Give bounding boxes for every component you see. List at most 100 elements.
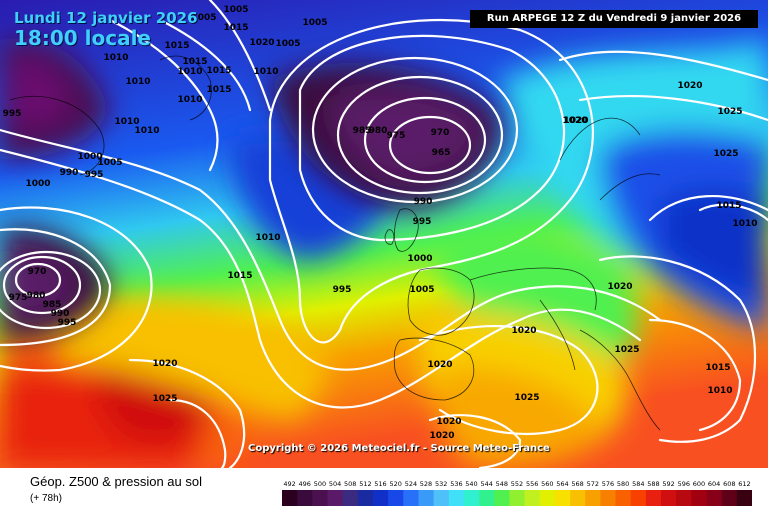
isobar-label: 1020: [677, 81, 702, 91]
legend-swatch: [327, 490, 343, 506]
isobar-label: 980: [369, 126, 388, 136]
legend-value: 600: [693, 480, 705, 488]
isobar-label: 990: [414, 197, 433, 207]
legend-value: 568: [571, 480, 583, 488]
isobar-label: 1000: [77, 152, 102, 162]
legend-swatch: [721, 490, 738, 506]
isobar-label: 1020: [429, 431, 454, 441]
isobar-label: 1005: [223, 5, 248, 15]
forecast-lead-time: (+ 78h): [30, 493, 62, 504]
isobar-label: 1010: [253, 67, 278, 77]
isobar-label: 980: [27, 291, 46, 301]
isobar-label: 985: [353, 126, 372, 136]
color-scale-legend: 492 496 500 504 508 512 516 520 524 528 532 536 540 5…: [282, 480, 752, 506]
isobar-label: 1025: [713, 149, 738, 159]
legend-value: 528: [420, 480, 432, 488]
isobar-label: 995: [333, 285, 352, 295]
isobar-label: 990: [51, 309, 70, 319]
legend-value: 612: [738, 480, 750, 488]
legend-value: 536: [450, 480, 462, 488]
isobar-label: 975: [387, 131, 406, 141]
legend-value: 512: [359, 480, 371, 488]
forecast-datetime: Lundi 12 janvier 2026 18:00 locale: [14, 10, 198, 50]
isobar-label: 1005: [409, 285, 434, 295]
isobar-label: 1015: [223, 23, 248, 33]
legend-swatch: [676, 490, 692, 506]
copyright-text: Copyright © 2026 Meteociel.fr - Source M…: [248, 443, 550, 454]
isobar-label: 995: [3, 109, 22, 119]
legend-swatch: [357, 490, 374, 506]
legend-value: 540: [465, 480, 477, 488]
legend-value: 604: [708, 480, 720, 488]
isobar-label: 1020: [511, 326, 536, 336]
legend-swatch: [448, 490, 465, 506]
legend-swatch: [585, 490, 601, 506]
legend-swatch: [736, 490, 752, 506]
legend-value: 608: [723, 480, 735, 488]
forecast-date: Lundi 12 janvier 2026: [14, 9, 198, 27]
isobar-label: 1020: [249, 38, 274, 48]
legend-value: 532: [435, 480, 447, 488]
legend-value: 580: [617, 480, 629, 488]
isobar-label: 1015: [705, 363, 730, 373]
isobar-label: 1000: [407, 254, 432, 264]
isobar-label: 1010: [177, 67, 202, 77]
isobar-label: 1005: [275, 39, 300, 49]
isobar-label: 1010: [177, 95, 202, 105]
isobar-label: 1015: [164, 41, 189, 51]
isobar-label: 1005: [191, 13, 216, 23]
legend-swatch: [615, 490, 631, 506]
legend-value: 548: [496, 480, 508, 488]
isobar-label: 1010: [134, 126, 159, 136]
legend-value: 592: [662, 480, 674, 488]
isobar-label: 1010: [732, 219, 757, 229]
legend-swatch: [297, 490, 313, 506]
legend-swatch: [600, 490, 616, 506]
isobar-label: 995: [85, 170, 104, 180]
legend-swatch: [282, 490, 298, 506]
isobar-label: 985: [43, 300, 62, 310]
isobar-label: 1015: [716, 201, 741, 211]
legend-swatch: [418, 490, 434, 506]
legend-value: 572: [587, 480, 599, 488]
legend-value: 516: [374, 480, 386, 488]
isobar-label: 990: [60, 168, 79, 178]
isobar-label: 1005: [302, 18, 327, 28]
legend-value: 556: [526, 480, 538, 488]
isobar-label: 965: [432, 148, 451, 158]
isobar-label: 970: [431, 128, 450, 138]
legend-swatch: [312, 490, 328, 506]
isobar-label: 1020: [427, 360, 452, 370]
run-info-banner: Run ARPEGE 12 Z du Vendredi 9 janvier 20…: [470, 10, 758, 28]
legend-value: 576: [602, 480, 614, 488]
legend-swatch: [524, 490, 541, 506]
isobar-label: 1020: [152, 359, 177, 369]
legend-swatch: [463, 490, 480, 506]
legend-swatch: [373, 490, 389, 506]
legend-value: 520: [389, 480, 401, 488]
legend-value: 564: [556, 480, 568, 488]
legend-value: 524: [405, 480, 417, 488]
legend-value: 560: [541, 480, 553, 488]
legend-swatch: [539, 490, 556, 506]
legend-swatch: [570, 490, 586, 506]
isobar-label: 975: [9, 293, 28, 303]
isobar-label: 1025: [614, 345, 639, 355]
isobar-label: 1005: [97, 158, 122, 168]
legend-swatch: [479, 490, 495, 506]
legend-swatch: [630, 490, 647, 506]
legend-value: 588: [647, 480, 659, 488]
legend-value: 552: [511, 480, 523, 488]
isobar-label: 1025: [152, 394, 177, 404]
isobar-label: 1015: [206, 85, 231, 95]
isobar-label: 1015: [227, 271, 252, 281]
isobar-label: 1015: [182, 57, 207, 67]
legend-swatch: [433, 490, 450, 506]
legend-value: 544: [480, 480, 492, 488]
legend-value: 500: [314, 480, 326, 488]
isobar-label: 1010: [103, 53, 128, 63]
isobar-label: 995: [413, 217, 432, 227]
legend-swatch: [691, 490, 707, 506]
